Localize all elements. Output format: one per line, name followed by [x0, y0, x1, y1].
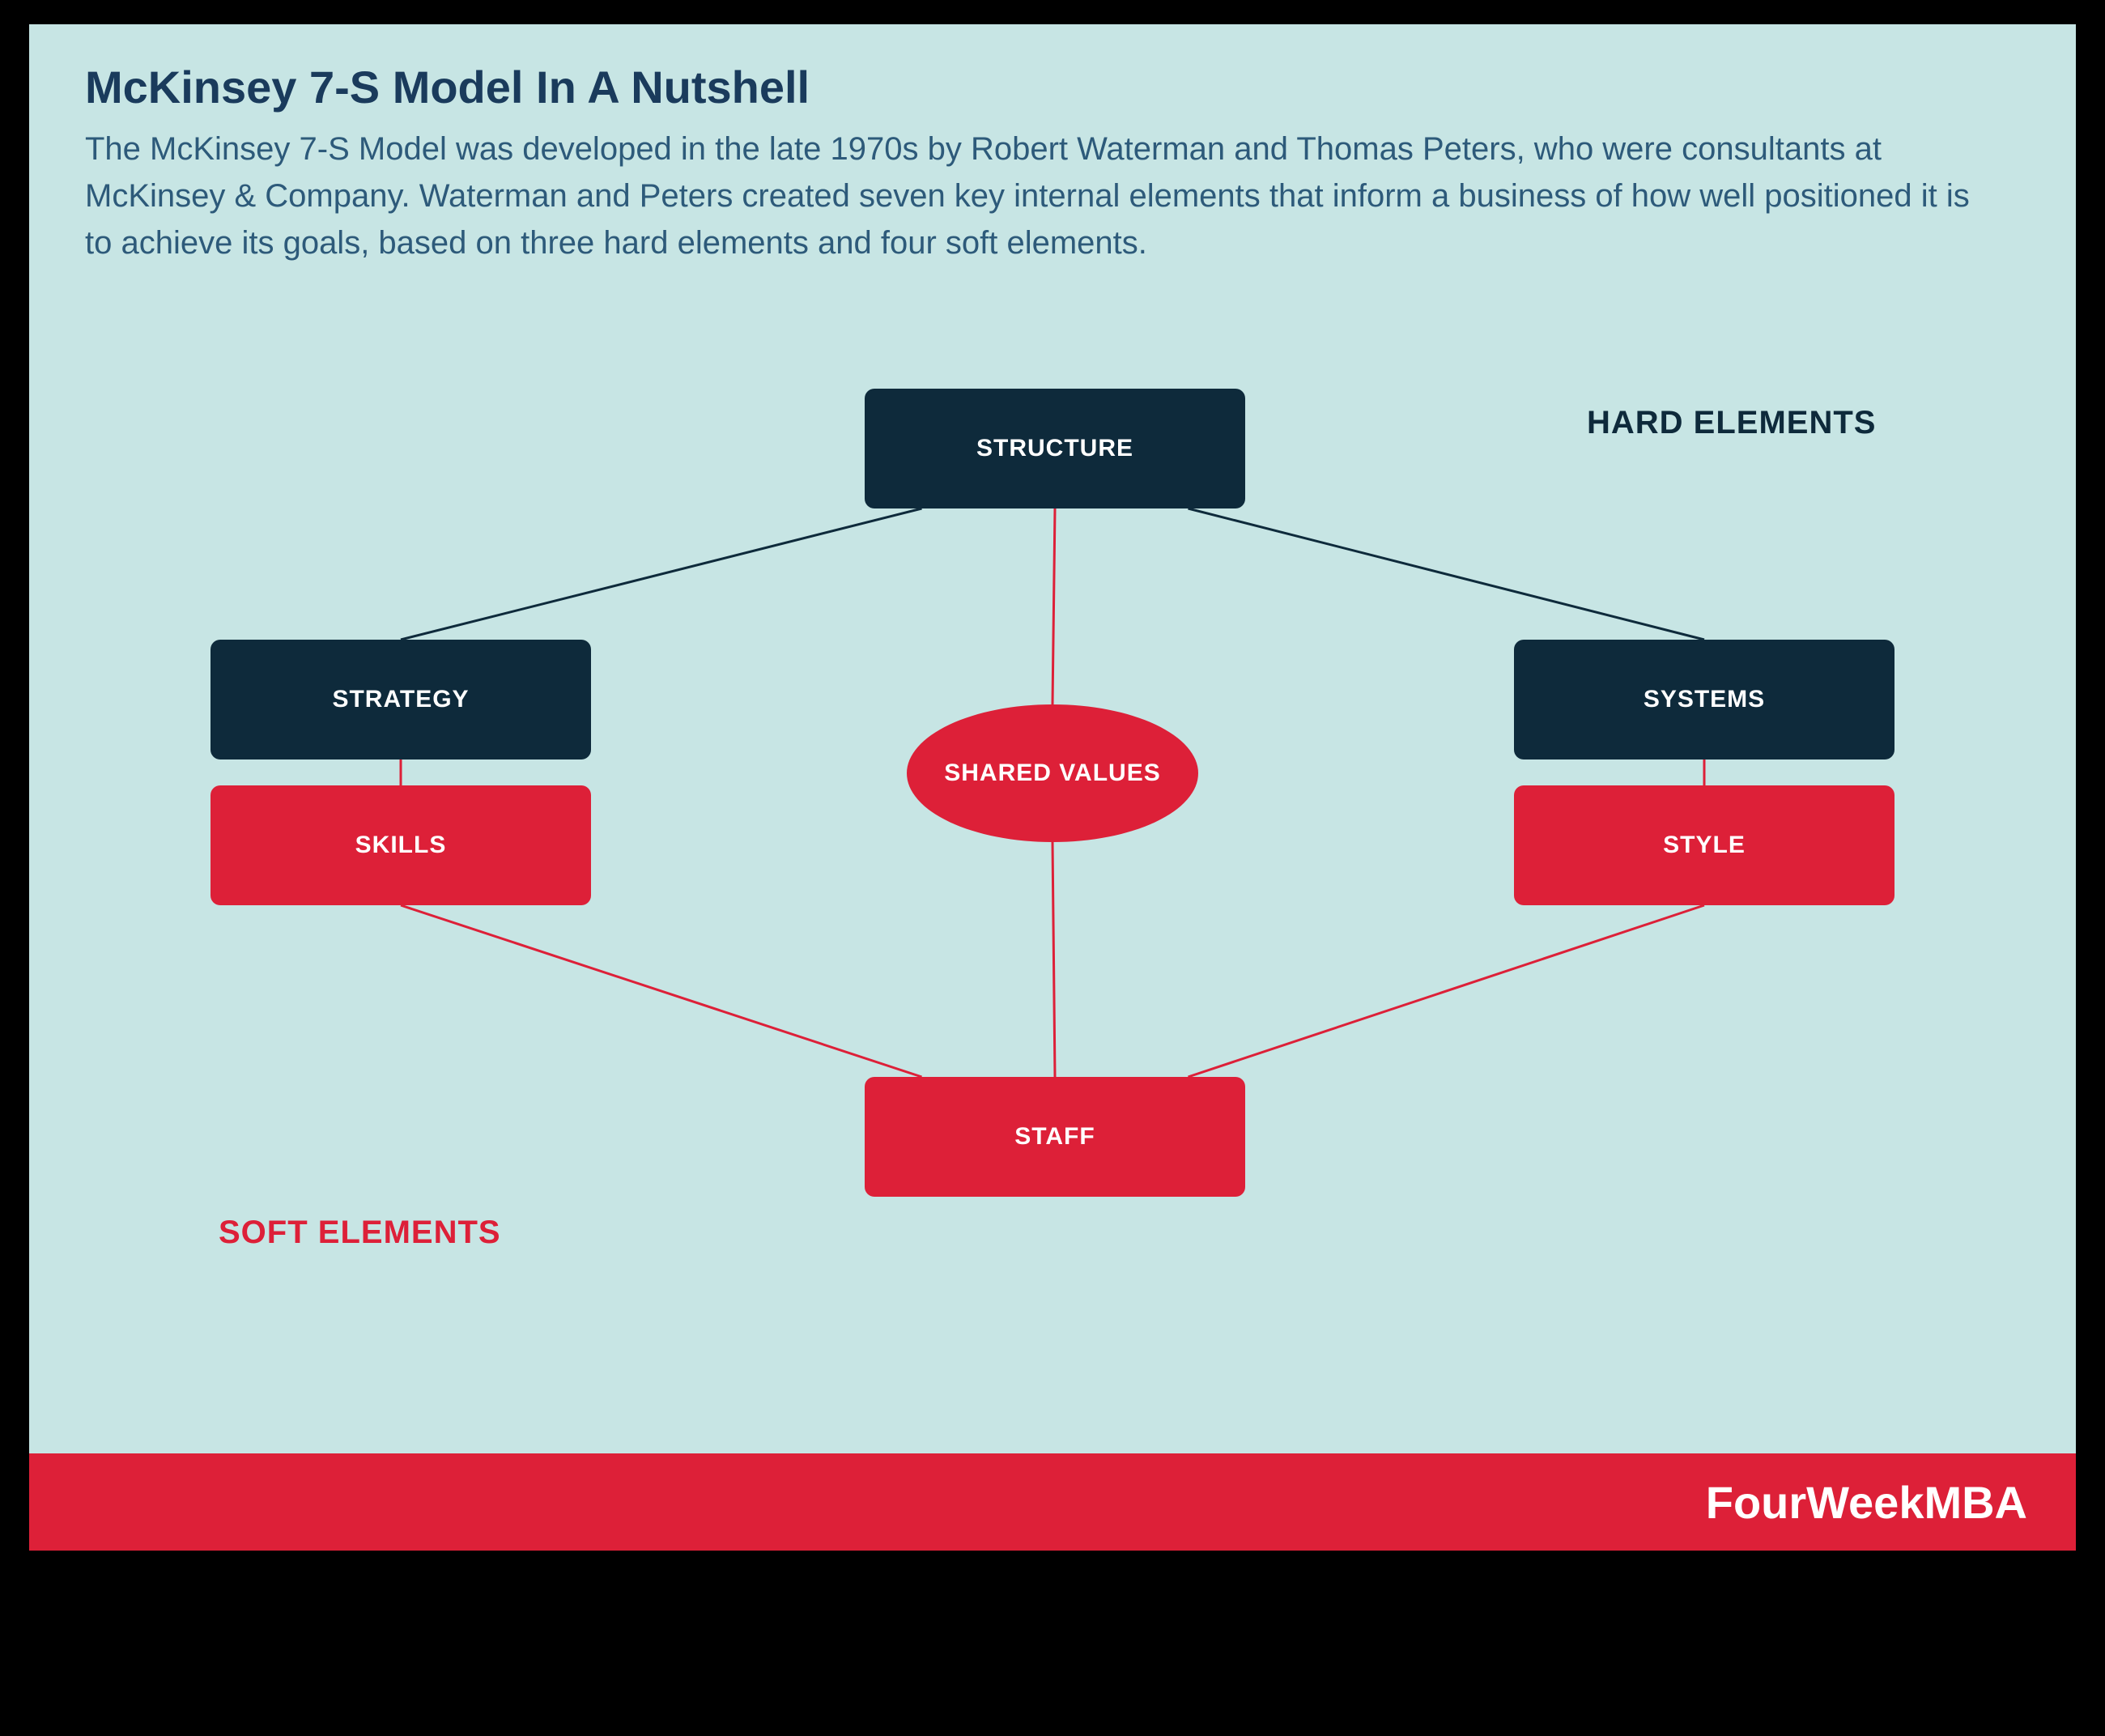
node-style-label: STYLE [1663, 832, 1746, 859]
node-skills: SKILLS [210, 785, 591, 905]
node-style: STYLE [1514, 785, 1894, 905]
node-systems: SYSTEMS [1514, 640, 1894, 760]
node-strategy-label: STRATEGY [332, 686, 469, 713]
node-staff: STAFF [865, 1077, 1245, 1197]
diagram-edge [1052, 842, 1055, 1077]
node-shared-values-label: SHARED VALUES [944, 760, 1160, 787]
node-skills-label: SKILLS [355, 832, 447, 859]
diagram-edge [1052, 508, 1055, 704]
node-systems-label: SYSTEMS [1644, 686, 1765, 713]
node-shared-values: SHARED VALUES [907, 704, 1198, 842]
soft-elements-label: SOFT ELEMENTS [219, 1215, 501, 1251]
node-staff-label: STAFF [1014, 1123, 1095, 1151]
diagram-edge [1189, 905, 1705, 1077]
footer-brand: FourWeekMBA [1706, 1476, 2027, 1529]
node-structure: STRUCTURE [865, 389, 1245, 508]
diagram-edge [401, 508, 922, 640]
diagram-edge [1189, 508, 1705, 640]
hard-elements-label: HARD ELEMENTS [1587, 405, 1876, 441]
footer-bar: FourWeekMBA [29, 1453, 2076, 1551]
canvas: McKinsey 7-S Model In A Nutshell The McK… [0, 0, 2105, 1736]
diagram-edge [401, 905, 922, 1077]
node-structure-label: STRUCTURE [976, 435, 1133, 462]
node-strategy: STRATEGY [210, 640, 591, 760]
